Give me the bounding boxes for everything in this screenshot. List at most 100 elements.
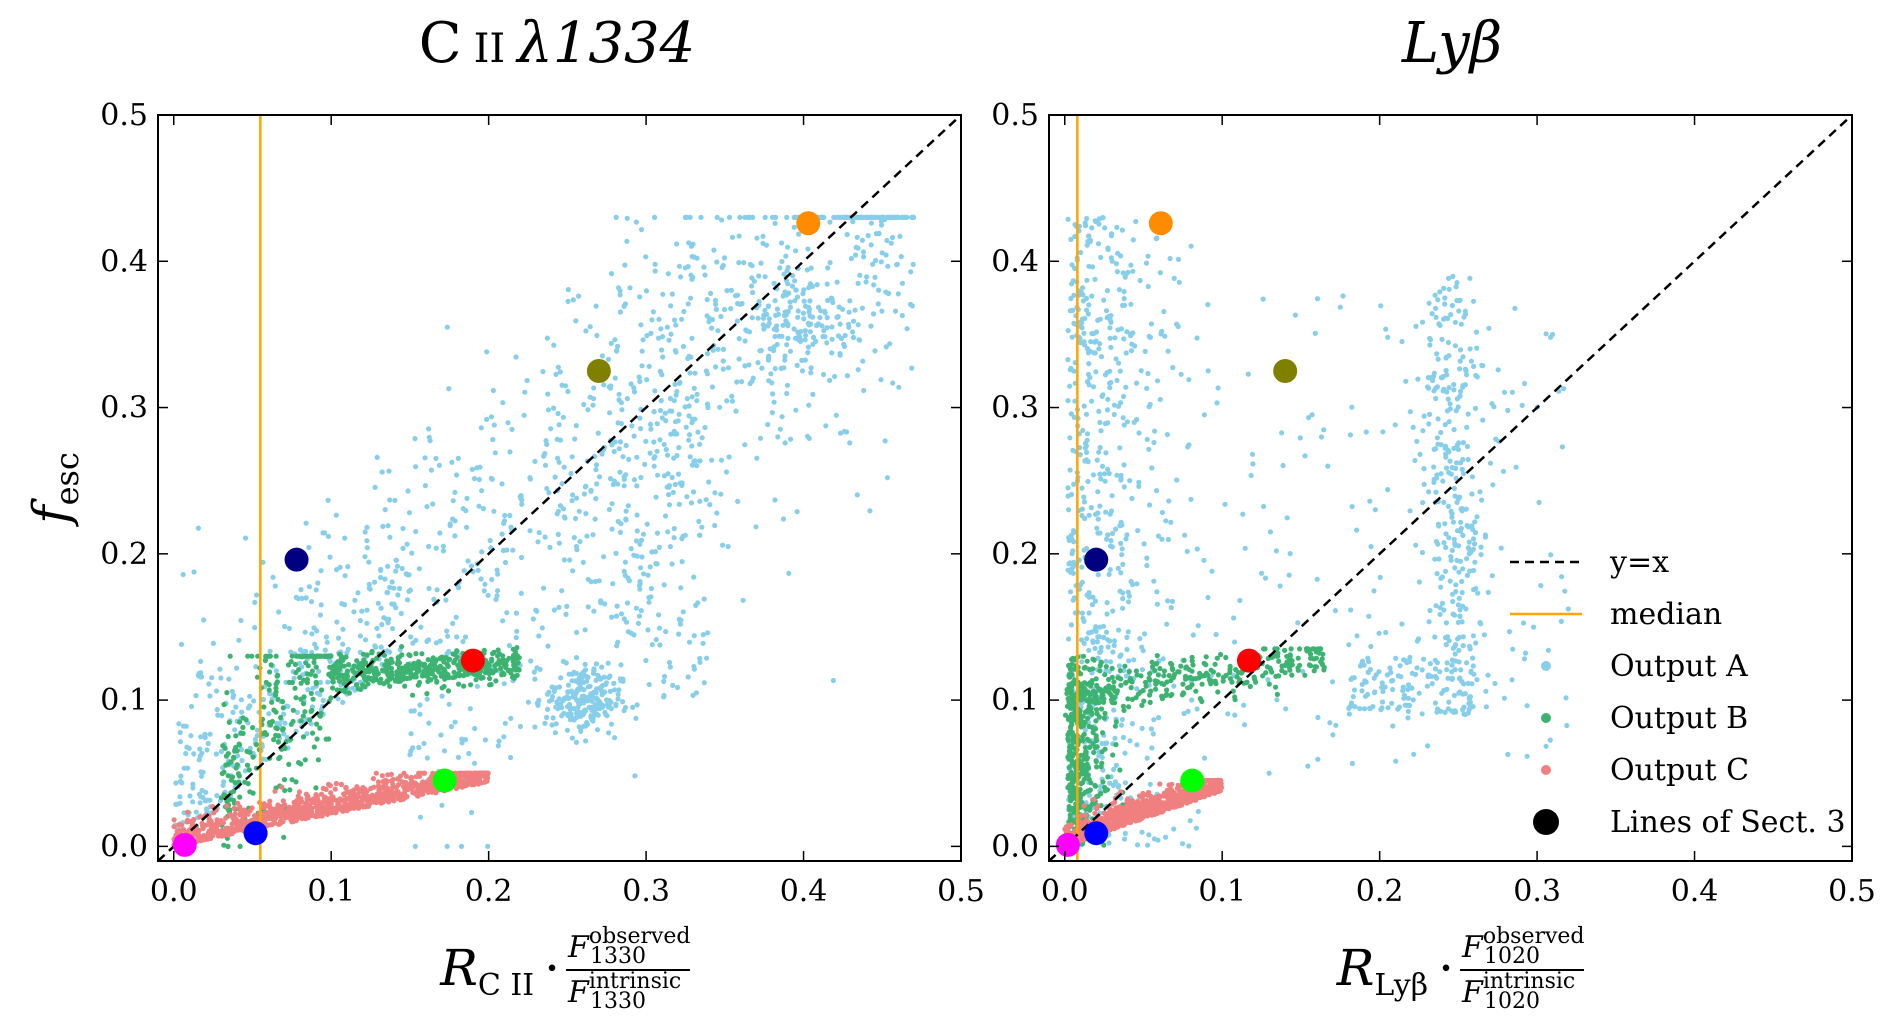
data-point bbox=[1431, 446, 1437, 452]
data-point bbox=[762, 274, 768, 280]
data-point bbox=[664, 324, 671, 330]
data-point bbox=[419, 672, 425, 679]
data-point bbox=[715, 328, 721, 334]
data-point bbox=[572, 515, 579, 522]
data-point bbox=[364, 545, 370, 551]
data-point bbox=[1201, 557, 1207, 563]
data-point bbox=[379, 785, 386, 791]
data-point bbox=[438, 673, 444, 679]
data-point bbox=[1154, 378, 1161, 384]
data-point bbox=[596, 474, 603, 480]
data-point bbox=[1147, 671, 1153, 677]
data-point bbox=[1164, 621, 1170, 627]
plot-area bbox=[1049, 115, 1852, 861]
data-point bbox=[618, 521, 624, 527]
data-point bbox=[1108, 538, 1114, 544]
data-point bbox=[495, 588, 501, 594]
data-point bbox=[1431, 388, 1437, 394]
data-point bbox=[1447, 458, 1453, 464]
data-point bbox=[565, 682, 572, 688]
data-point bbox=[639, 554, 645, 560]
data-point bbox=[1089, 293, 1095, 299]
data-point bbox=[407, 675, 413, 681]
data-point bbox=[631, 552, 637, 558]
data-point bbox=[660, 354, 666, 360]
data-point bbox=[633, 605, 640, 611]
data-point bbox=[1522, 650, 1529, 656]
data-point bbox=[1120, 415, 1126, 421]
data-point bbox=[691, 633, 697, 639]
data-point bbox=[1385, 705, 1391, 711]
data-point bbox=[865, 233, 871, 239]
data-point bbox=[1148, 321, 1154, 327]
data-point bbox=[214, 688, 220, 694]
data-point bbox=[1419, 549, 1426, 556]
data-point bbox=[1237, 597, 1243, 604]
data-point bbox=[669, 474, 675, 480]
data-point bbox=[366, 669, 372, 675]
data-point bbox=[1305, 763, 1311, 769]
data-point bbox=[501, 518, 508, 524]
data-point bbox=[372, 484, 378, 490]
data-point bbox=[275, 696, 281, 703]
data-point bbox=[1419, 711, 1425, 717]
data-point bbox=[485, 843, 491, 850]
data-point bbox=[1163, 518, 1169, 524]
data-point bbox=[1262, 575, 1269, 581]
data-point bbox=[686, 432, 693, 438]
data-point bbox=[612, 735, 618, 741]
data-point bbox=[689, 462, 696, 468]
data-point bbox=[1083, 223, 1089, 229]
data-point bbox=[543, 438, 549, 444]
data-point bbox=[699, 435, 705, 441]
data-point bbox=[378, 800, 384, 806]
data-point bbox=[281, 834, 287, 840]
data-point bbox=[1407, 654, 1413, 661]
data-point bbox=[1510, 646, 1516, 652]
data-point bbox=[247, 693, 253, 699]
data-point bbox=[566, 671, 572, 677]
data-point bbox=[1434, 709, 1440, 715]
data-point bbox=[1465, 710, 1471, 716]
data-point bbox=[834, 279, 840, 285]
data-point bbox=[387, 534, 393, 540]
data-point bbox=[504, 610, 510, 616]
data-point bbox=[786, 570, 792, 576]
data-point bbox=[282, 623, 288, 630]
data-point bbox=[305, 663, 311, 669]
data-point bbox=[266, 711, 272, 717]
data-point bbox=[613, 701, 619, 707]
data-point bbox=[615, 420, 621, 426]
data-point bbox=[646, 681, 652, 688]
data-point bbox=[555, 508, 562, 514]
data-point bbox=[1559, 574, 1565, 580]
data-point bbox=[1095, 489, 1101, 495]
data-point bbox=[484, 349, 490, 355]
data-point bbox=[1412, 457, 1418, 464]
data-point bbox=[846, 309, 852, 315]
data-point bbox=[1161, 308, 1167, 315]
data-point bbox=[1457, 607, 1463, 613]
data-point bbox=[417, 702, 423, 708]
data-point bbox=[1538, 583, 1544, 589]
data-point bbox=[1349, 760, 1355, 767]
data-point bbox=[1176, 279, 1182, 285]
data-point bbox=[1454, 499, 1460, 505]
data-point bbox=[570, 689, 576, 696]
data-point bbox=[298, 718, 304, 724]
data-point bbox=[585, 698, 591, 704]
data-point bbox=[495, 571, 501, 577]
data-point bbox=[430, 501, 436, 507]
data-point bbox=[665, 529, 671, 535]
data-point bbox=[1340, 293, 1346, 299]
data-point bbox=[633, 219, 640, 225]
data-point bbox=[872, 274, 878, 280]
data-point bbox=[490, 387, 496, 394]
data-point bbox=[1106, 840, 1112, 846]
data-point bbox=[1146, 446, 1152, 452]
data-point bbox=[281, 731, 287, 737]
data-point bbox=[556, 540, 563, 546]
data-point bbox=[1464, 424, 1470, 430]
data-point bbox=[376, 678, 383, 684]
data-point bbox=[305, 687, 311, 693]
